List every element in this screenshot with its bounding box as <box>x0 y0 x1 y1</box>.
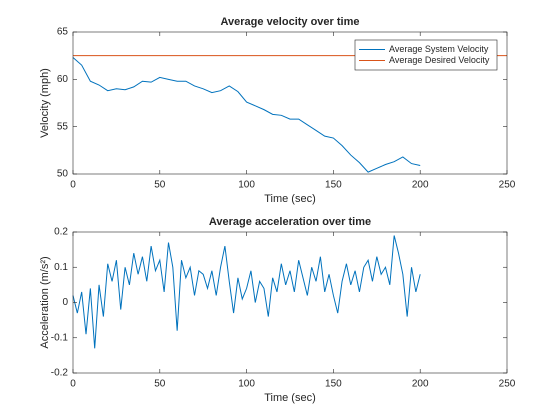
x-tick-label: 0 <box>70 180 76 191</box>
y-tick-label: 0 <box>62 297 68 308</box>
x-axis-label: Time (sec) <box>264 392 316 404</box>
y-tick-label: 0.1 <box>54 262 68 273</box>
y-tick-label: -0.1 <box>51 332 69 343</box>
y-axis-label: Velocity (mph) <box>39 68 51 138</box>
chart-title: Average velocity over time <box>221 16 360 28</box>
y-tick-label: 50 <box>57 169 69 180</box>
x-tick-label: 150 <box>325 180 342 191</box>
data-line <box>72 57 421 173</box>
chart-title: Average acceleration over time <box>209 216 371 228</box>
x-tick-label: 100 <box>238 180 255 191</box>
legend-label: Average System Velocity <box>389 44 489 54</box>
x-tick-label: 250 <box>499 180 516 191</box>
x-tick-label: 250 <box>499 379 516 390</box>
x-tick-label: 200 <box>412 180 429 191</box>
x-tick-label: 150 <box>325 379 342 390</box>
y-tick-label: -0.2 <box>51 368 69 379</box>
x-tick-label: 100 <box>238 379 255 390</box>
y-tick-label: 65 <box>57 27 69 38</box>
axes-box <box>72 31 508 175</box>
y-tick-label: 55 <box>57 121 69 132</box>
x-tick-label: 50 <box>154 180 166 191</box>
y-tick-label: 0.2 <box>54 227 68 238</box>
x-tick-label: 200 <box>412 379 429 390</box>
x-tick-label: 50 <box>154 379 166 390</box>
y-axis-label: Acceleration (m/s²) <box>39 256 51 348</box>
x-tick-label: 0 <box>70 379 76 390</box>
legend-label: Average Desired Velocity <box>389 55 490 65</box>
data-line <box>72 235 421 349</box>
y-tick-label: 60 <box>57 74 69 85</box>
x-axis-label: Time (sec) <box>264 193 316 205</box>
legend-box <box>354 39 498 71</box>
axes-background <box>73 232 507 373</box>
